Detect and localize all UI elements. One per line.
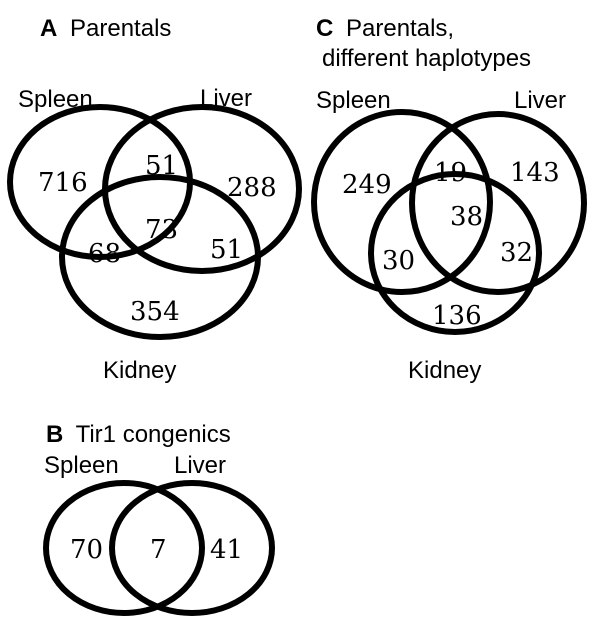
svg-text:B Tir1 congenics: B Tir1 congenics (46, 421, 231, 448)
panel-c-liver-label: Liver (514, 87, 566, 114)
panel-a-liver-kidney-count: 51 (210, 235, 243, 265)
panel-a-letter: A (40, 15, 57, 42)
panel-b-title: Tir1 congenics (76, 421, 231, 448)
panel-a-kidney-label: Kidney (103, 357, 176, 384)
panel-a-spleen-kidney-count: 68 (88, 239, 121, 269)
panel-a-kidney-circle (59, 174, 261, 340)
panel-c-spleen-liver-count: 19 (434, 158, 467, 188)
panel-c-kidney-circle (368, 171, 542, 335)
panel-c-spleen-circle (311, 109, 493, 295)
panel-a: A Parentals Spleen Liver Kidney 716 51 2… (7, 15, 302, 384)
panel-c-liver-kidney-count: 32 (500, 238, 533, 268)
panel-b-letter: B (46, 421, 63, 448)
panel-b-spleen-circle (43, 480, 205, 616)
panel-c-letter: C (316, 15, 333, 42)
panel-c-all-three-count: 38 (450, 202, 483, 232)
panel-a-spleen-liver-count: 51 (145, 151, 178, 181)
panel-c-title-line2: different haplotypes (322, 45, 531, 72)
panel-a-liver-only-count: 288 (227, 173, 277, 203)
panel-c-liver-only-count: 143 (510, 158, 560, 188)
panel-c-liver-circle (409, 111, 587, 295)
panel-b-liver-label: Liver (174, 452, 226, 479)
svg-text:C Parentals,: C Parentals, (316, 15, 454, 42)
panel-a-kidney-only-count: 354 (130, 297, 180, 327)
panel-c-kidney-only-count: 136 (432, 301, 482, 331)
panel-b: B Tir1 congenics Spleen Liver 70 7 41 (43, 421, 275, 616)
panel-a-spleen-label: Spleen (18, 86, 93, 113)
panel-b-liver-circle (109, 480, 275, 616)
panel-b-liver-only-count: 41 (210, 535, 243, 565)
panel-c: C Parentals, different haplotypes Spleen… (311, 15, 587, 384)
panel-a-liver-label: Liver (200, 85, 252, 112)
panel-c-kidney-label: Kidney (408, 357, 481, 384)
panel-b-spleen-only-count: 70 (70, 535, 103, 565)
svg-text:A Parentals: A Parentals (40, 15, 171, 42)
panel-c-title-line1: Parentals, (346, 15, 454, 42)
panel-c-spleen-kidney-count: 30 (382, 246, 415, 276)
panel-c-spleen-label: Spleen (316, 87, 391, 114)
panel-a-spleen-only-count: 716 (38, 168, 88, 198)
panel-a-title: Parentals (70, 15, 171, 42)
panel-b-spleen-label: Spleen (44, 452, 119, 479)
panel-b-shared-count: 7 (150, 535, 167, 565)
panel-c-spleen-only-count: 249 (342, 170, 392, 200)
panel-a-all-three-count: 73 (145, 215, 178, 245)
